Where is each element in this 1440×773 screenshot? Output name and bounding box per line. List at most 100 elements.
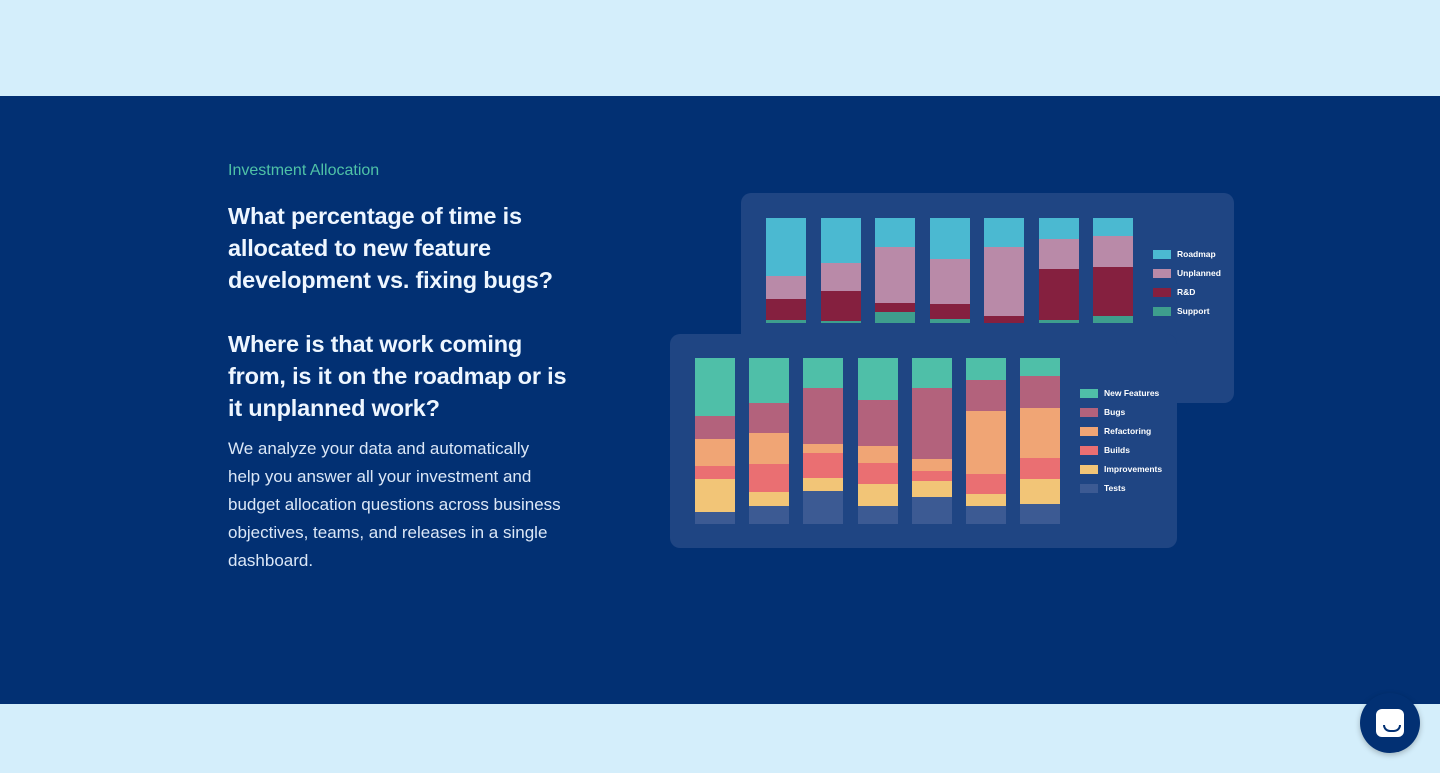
bar-segment-unplanned <box>820 263 861 292</box>
legend-swatch <box>1080 464 1098 474</box>
bar-segment-roadmap <box>766 218 806 276</box>
bar-segment-roadmap <box>1038 218 1079 239</box>
bar-segment-support <box>766 319 806 323</box>
chat-launcher-button[interactable] <box>1360 693 1420 753</box>
bar-segment-new-features <box>695 358 735 417</box>
legend-swatch <box>1153 287 1171 297</box>
question-heading-1: What percentage of time is allocated to … <box>228 203 553 293</box>
legend-item: Tests <box>1080 482 1126 494</box>
bar-segment-support <box>820 320 861 323</box>
legend-item: Unplanned <box>1153 267 1221 279</box>
bar-segment-r-d <box>1093 267 1133 316</box>
investment-allocation-section: Investment Allocation What percentage of… <box>0 96 1440 704</box>
work-type-chart-card: New Features Bugs Refactoring Builds Improve… <box>670 334 1177 548</box>
bar-segment-unplanned <box>929 258 970 305</box>
bar-segment-roadmap <box>984 218 1024 248</box>
bar-segment-improvements <box>695 479 735 513</box>
bar-segment-new-features <box>966 358 1006 380</box>
section-description: We analyze your data and automatically h… <box>228 439 561 570</box>
legend-label: Refactoring <box>1104 426 1152 436</box>
chart-bar <box>1038 218 1079 323</box>
bar-segment-r-d <box>1038 269 1079 320</box>
section-eyebrow: Investment Allocation <box>228 162 380 179</box>
bar-segment-new-features <box>1020 358 1061 377</box>
chart-bar <box>984 218 1024 323</box>
bar-segment-tests <box>803 490 844 524</box>
legend-item: Support <box>1153 305 1210 317</box>
bar-segment-bugs <box>749 402 790 433</box>
bar-segment-bugs <box>1020 376 1061 408</box>
bar-segment-roadmap <box>820 218 861 264</box>
bar-segment-roadmap <box>929 218 970 259</box>
bar-segment-improvements <box>911 480 952 498</box>
legend-label: Improvements <box>1104 464 1163 474</box>
bar-segment-improvements <box>857 484 898 506</box>
question-heading-2: Where is that work coming from, is it on… <box>228 331 567 421</box>
bar-segment-unplanned <box>766 275 806 299</box>
bar-segment-refactoring <box>966 411 1006 475</box>
legend-swatch <box>1080 483 1098 493</box>
bar-segment-bugs <box>857 399 898 446</box>
chart-bar <box>966 358 1006 524</box>
legend-item: Roadmap <box>1153 248 1216 260</box>
bar-segment-unplanned <box>984 247 1024 316</box>
bar-segment-r-d <box>929 304 970 319</box>
legend-swatch <box>1153 306 1171 316</box>
bar-segment-unplanned <box>875 247 915 304</box>
chart-bar <box>857 358 898 524</box>
bar-segment-builds <box>749 464 790 493</box>
chart-bar <box>929 218 970 323</box>
legend-swatch <box>1080 445 1098 455</box>
top-band <box>0 0 1440 96</box>
legend-item: Builds <box>1080 444 1130 456</box>
legend-label: Bugs <box>1104 407 1126 417</box>
chart-bar <box>875 218 915 323</box>
bar-segment-tests <box>1020 504 1061 524</box>
bar-segment-tests <box>695 512 735 524</box>
bar-segment-r-d <box>766 298 806 320</box>
bar-segment-builds <box>857 462 898 485</box>
bar-segment-r-d <box>984 315 1024 323</box>
legend-label: Unplanned <box>1177 268 1221 278</box>
bar-segment-improvements <box>966 494 1006 506</box>
bar-segment-refactoring <box>1020 407 1061 458</box>
chart-bar <box>695 358 735 524</box>
bar-segment-tests <box>749 505 790 524</box>
bar-segment-refactoring <box>911 459 952 471</box>
bar-segment-new-features <box>911 358 952 388</box>
bottom-band <box>0 704 1440 773</box>
bar-segment-unplanned <box>1093 235 1133 268</box>
chart-bar <box>803 358 844 524</box>
legend-swatch <box>1153 249 1171 259</box>
bar-segment-builds <box>966 474 1006 495</box>
bar-segment-refactoring <box>803 444 844 453</box>
bar-segment-improvements <box>1020 479 1061 505</box>
chart-bar <box>911 358 952 524</box>
bar-segment-refactoring <box>857 445 898 463</box>
legend-item: Bugs <box>1080 406 1125 418</box>
legend-swatch <box>1153 268 1171 278</box>
chart-bar <box>766 218 806 323</box>
legend-item: Refactoring <box>1080 425 1151 437</box>
bar-segment-tests <box>857 505 898 524</box>
bar-segment-new-features <box>803 358 844 388</box>
legend-label: New Features <box>1104 388 1160 398</box>
legend-item: New Features <box>1080 387 1159 399</box>
bar-segment-bugs <box>966 379 1006 412</box>
bar-segment-bugs <box>695 416 735 440</box>
legend-item: R&D <box>1153 286 1195 298</box>
bar-segment-bugs <box>911 387 952 460</box>
legend-label: R&D <box>1177 287 1196 297</box>
chart-bar <box>820 218 861 323</box>
bar-segment-new-features <box>857 358 898 400</box>
bar-segment-r-d <box>875 303 915 313</box>
bar-segment-roadmap <box>1093 218 1133 236</box>
bar-segment-support <box>1038 319 1079 323</box>
chart-bar <box>1020 358 1061 524</box>
legend-swatch <box>1080 426 1098 436</box>
legend-label: Tests <box>1104 483 1126 493</box>
legend-swatch <box>1080 407 1098 417</box>
bar-segment-refactoring <box>695 439 735 466</box>
bar-segment-bugs <box>803 387 844 445</box>
bar-segment-support <box>875 312 915 323</box>
